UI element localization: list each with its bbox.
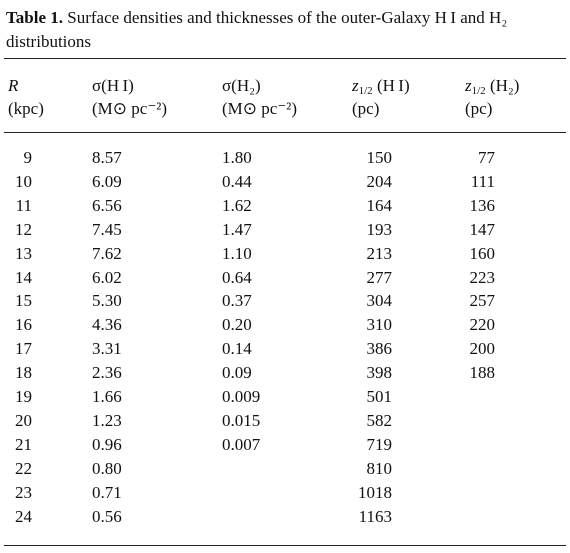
table-cell: 77 [478, 148, 495, 167]
header-rule [4, 132, 566, 133]
table-cell: 15 [15, 291, 32, 311]
table-cell: 111 [470, 171, 495, 191]
table-cell: 19 [15, 387, 32, 406]
table-cell: 1.66 [92, 387, 122, 406]
table-cell: 9 [23, 148, 33, 167]
table-cell: 204 [366, 171, 393, 191]
table-cell: 1.10 [222, 243, 252, 263]
caption-text: Surface densities and thicknesses of the… [6, 8, 508, 51]
table-cell: 1.62 [222, 195, 252, 215]
column-header: z1/2 (H₂) [465, 76, 519, 101]
table-cell: 147 [469, 219, 496, 239]
column-unit: (M⊙ pc⁻²) [222, 99, 298, 118]
table-cell: 22 [15, 458, 32, 478]
table-cell: 220 [469, 315, 496, 335]
table-cell: 582 [366, 410, 393, 430]
caption-label: Table 1. [6, 8, 64, 27]
table-cell: 213 [366, 243, 393, 263]
table-cell: 386 [366, 339, 393, 359]
table-cell: 0.64 [222, 267, 252, 287]
table-cell: 13 [15, 243, 32, 263]
table-cell: 16 [15, 315, 32, 335]
table-cell: 1.80 [222, 148, 252, 167]
table-cell: 193 [366, 219, 393, 239]
table-cell: 223 [469, 267, 496, 287]
header-species: (H I) [376, 76, 410, 95]
table-cell: 23 [15, 482, 32, 502]
table-cell: 0.37 [222, 291, 252, 311]
header-symbol: z [352, 76, 359, 95]
table-cell: 1163 [358, 506, 392, 526]
table-cell: 0.20 [222, 315, 252, 335]
table-cell: 136 [469, 195, 496, 215]
table-cell: 0.14 [222, 339, 252, 359]
table-cell: 0.56 [92, 506, 122, 526]
table-cell: 0.007 [222, 434, 261, 454]
header-subscript: 1/2 [471, 85, 486, 97]
table-cell: 1.23 [92, 410, 122, 430]
table-cell: 501 [366, 387, 393, 406]
table-cell: 18 [15, 363, 32, 383]
table-cell: 1.47 [222, 219, 252, 239]
table-cell: 1018 [358, 482, 392, 502]
column-header: z1/2 (H I) [352, 76, 410, 101]
table-cell: 0.80 [92, 458, 122, 478]
table-cell: 7.62 [92, 243, 122, 263]
table-cell: 20 [15, 410, 32, 430]
column-unit: (pc) [465, 99, 493, 118]
top-rule [4, 58, 566, 59]
table-cell: 277 [366, 267, 393, 287]
caption: Table 1. Surface densities and thickness… [6, 6, 561, 54]
table-cell: 188 [469, 363, 496, 383]
table-cell: 0.09 [222, 363, 252, 383]
table-cell: 2.36 [92, 363, 122, 383]
column-header: R [8, 76, 19, 95]
table-cell: 200 [469, 339, 496, 359]
table-cell: 310 [366, 315, 393, 335]
table-cell: 6.02 [92, 267, 122, 287]
table-cell: 3.31 [92, 339, 122, 359]
column-header: σ(H I) [92, 76, 134, 95]
table-cell: 17 [15, 339, 32, 359]
table-cell: 4.36 [92, 315, 122, 335]
table-cell: 12 [15, 219, 32, 239]
column-unit: (kpc) [8, 99, 44, 118]
table-cell: 8.57 [92, 148, 122, 167]
table-cell: 164 [366, 195, 393, 215]
table-cell: 6.56 [92, 195, 122, 215]
header-species: (H₂) [489, 76, 520, 95]
table-cell: 0.96 [92, 434, 122, 454]
column-unit: (pc) [352, 99, 380, 118]
table-cell: 24 [15, 506, 32, 526]
table-cell: 6.09 [92, 171, 122, 191]
table-cell: 7.45 [92, 219, 122, 239]
bottom-rule [4, 545, 566, 546]
table-cell: 5.30 [92, 291, 122, 311]
header-subscript: 1/2 [358, 85, 373, 97]
table-cell: 21 [15, 434, 32, 454]
header-symbol: z [465, 76, 472, 95]
table-cell: 0.71 [92, 482, 122, 502]
table-cell: 0.009 [222, 387, 261, 406]
table-cell: 10 [15, 171, 32, 191]
table-cell: 14 [15, 267, 32, 287]
table-cell: 0.015 [222, 410, 261, 430]
column-unit: (M⊙ pc⁻²) [92, 99, 168, 118]
table-cell: 304 [366, 291, 393, 311]
table-cell: 0.44 [222, 171, 252, 191]
column-header: σ(H₂) [222, 76, 261, 95]
table-cell: 160 [469, 243, 496, 263]
table-cell: 398 [366, 363, 393, 383]
table-cell: 719 [366, 434, 393, 454]
table-cell: 11 [15, 195, 32, 215]
table-cell: 150 [366, 148, 393, 167]
table-cell: 257 [469, 291, 496, 311]
table-cell: 810 [366, 458, 393, 478]
